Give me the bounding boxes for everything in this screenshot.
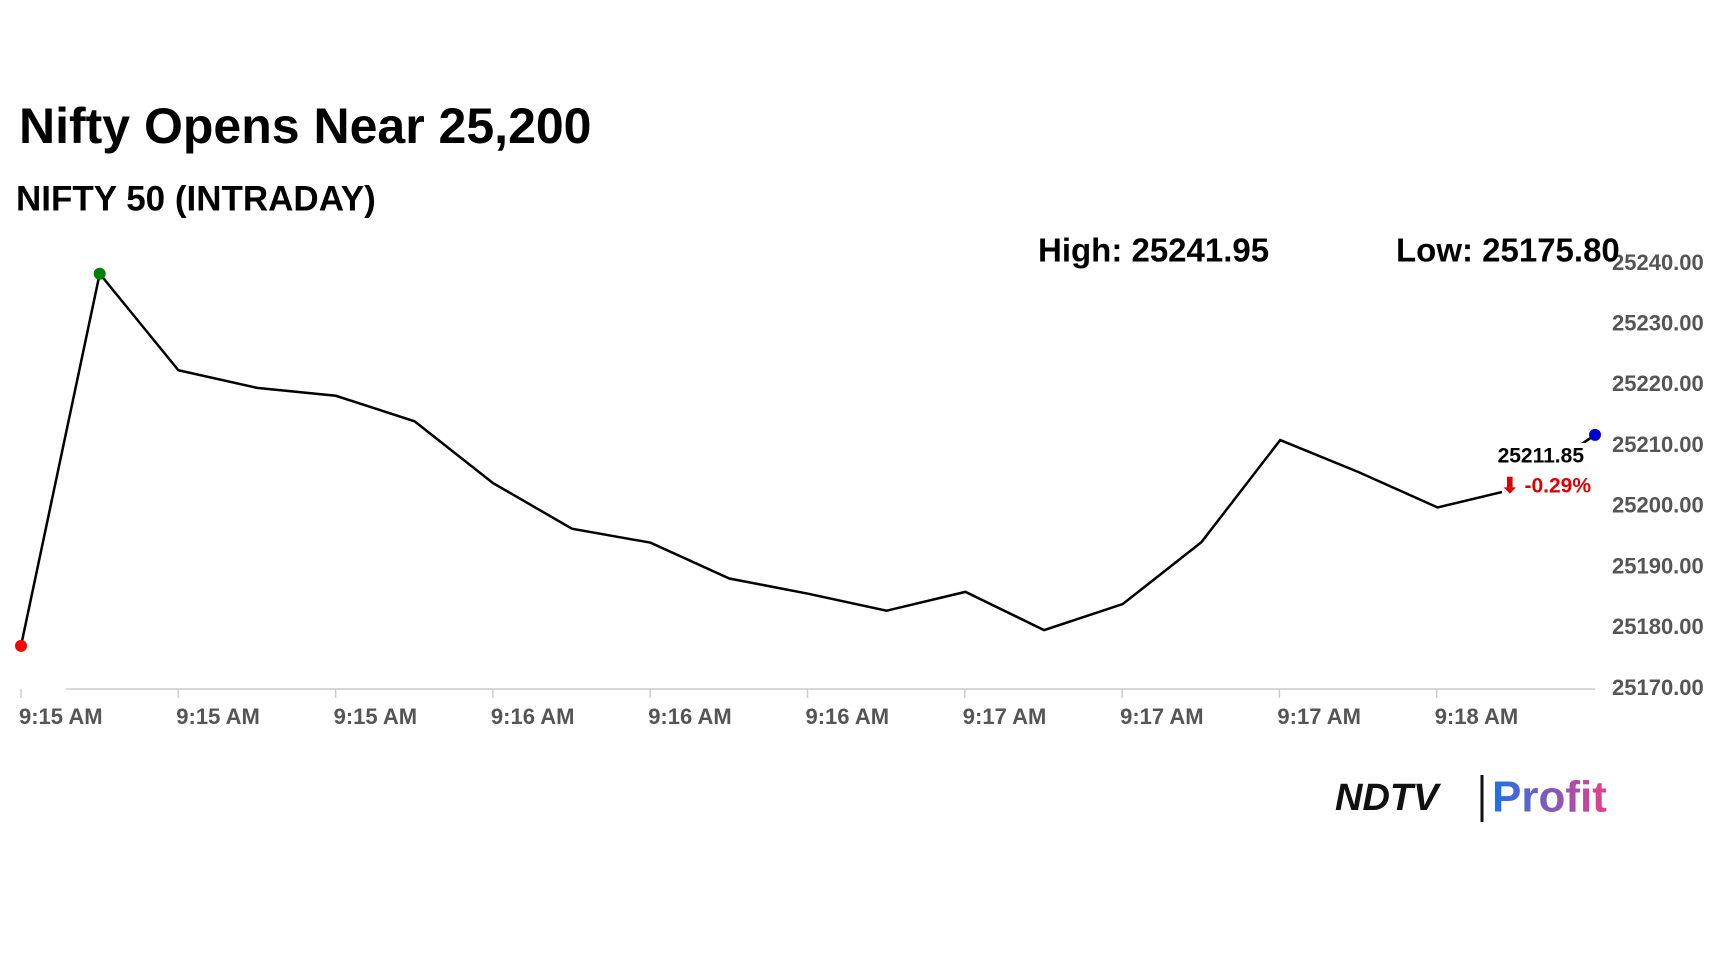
y-tick-label: 25190.00 — [1612, 553, 1704, 578]
y-tick-label: 25170.00 — [1612, 675, 1704, 700]
y-tick-label: 25240.00 — [1612, 250, 1704, 275]
low-label: Low: 25175.80 — [1396, 232, 1620, 269]
chart-subtitle: NIFTY 50 (INTRADAY) — [16, 179, 376, 218]
x-tick-label: 9:15 AM — [334, 704, 418, 729]
x-tick-label: 9:18 AM — [1435, 704, 1519, 729]
marker — [93, 267, 106, 280]
y-tick-label: 25200.00 — [1612, 493, 1704, 518]
y-tick-label: 25210.00 — [1612, 432, 1704, 457]
line — [19, 270, 1596, 647]
x-tick-label: 9:17 AM — [1277, 704, 1361, 729]
chart-title: Nifty Opens Near 25,200 — [19, 98, 592, 154]
x-tick-label: 9:15 AM — [176, 704, 260, 729]
high-label: High: 25241.95 — [1038, 232, 1269, 269]
x-tick-label: 9:16 AM — [491, 704, 575, 729]
y-tick-label: 25230.00 — [1612, 311, 1704, 336]
y-tick-label: 25180.00 — [1612, 614, 1704, 639]
last-value-label: 25211.85 — [1498, 444, 1585, 467]
marker — [1589, 428, 1601, 441]
change-label: ⬇ -0.29% — [1501, 474, 1591, 497]
logo: NDTV Profit — [1335, 773, 1607, 822]
x-tick-label: 9:15 AM — [19, 704, 103, 729]
logo-profit: Profit — [1492, 773, 1607, 822]
marker — [15, 639, 27, 652]
x-tick-label: 9:17 AM — [1120, 704, 1204, 729]
label-bg — [1502, 442, 1592, 495]
x-tick-label: 9:16 AM — [648, 704, 732, 729]
y-tick-label: 25220.00 — [1612, 371, 1704, 396]
x-tick-label: 9:16 AM — [806, 704, 890, 729]
x-tick-label: 9:17 AM — [963, 704, 1047, 729]
logo-ndtv: NDTV — [1335, 777, 1441, 819]
